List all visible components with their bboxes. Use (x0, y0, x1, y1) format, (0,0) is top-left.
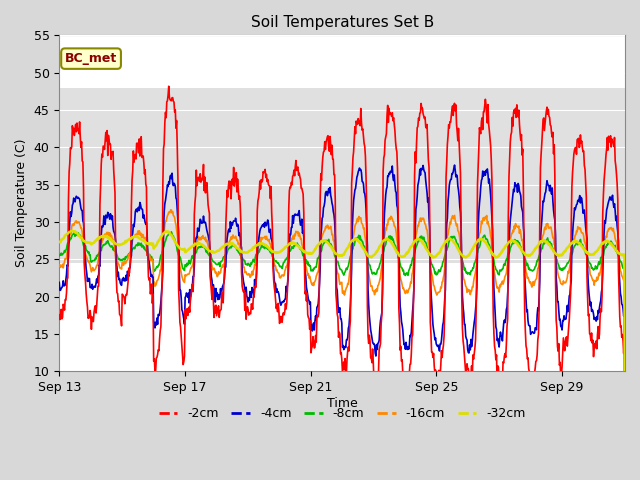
X-axis label: Time: Time (327, 396, 358, 409)
Bar (60, 87, 625, 263)
Y-axis label: Soil Temperature (C): Soil Temperature (C) (15, 139, 28, 267)
Text: BC_met: BC_met (65, 52, 117, 65)
Title: Soil Temperatures Set B: Soil Temperatures Set B (250, 15, 434, 30)
Legend: -2cm, -4cm, -8cm, -16cm, -32cm: -2cm, -4cm, -8cm, -16cm, -32cm (154, 402, 531, 425)
